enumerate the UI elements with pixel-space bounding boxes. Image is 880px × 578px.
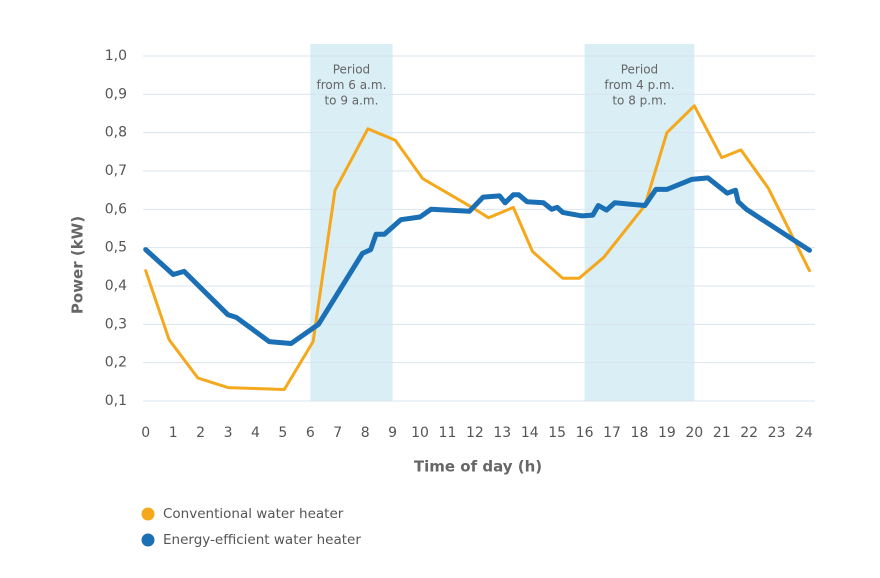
x-tick-label: 0 (141, 425, 150, 441)
x-tick-label: 10 (411, 425, 429, 441)
x-tick-label: 2 (196, 425, 205, 441)
legend-swatch (141, 533, 155, 547)
x-tick-label: 20 (685, 425, 703, 441)
period-note: Period (333, 63, 370, 77)
x-tick-label: 19 (658, 425, 676, 441)
x-tick-label: 24 (795, 425, 813, 441)
x-tick-label: 23 (768, 425, 786, 441)
period-note: from 4 p.m. (604, 78, 674, 92)
shaded-period (584, 44, 695, 401)
period-note: to 9 a.m. (324, 94, 378, 108)
period-note: to 8 p.m. (612, 94, 666, 108)
x-tick-label: 6 (306, 425, 315, 441)
x-tick-label: 21 (713, 425, 731, 441)
x-tick-label: 13 (493, 425, 511, 441)
x-tick-label: 9 (388, 425, 397, 441)
series-line (143, 175, 812, 346)
legend-label: Conventional water heater (163, 506, 344, 522)
shaded-period (310, 44, 393, 401)
period-note: from 6 a.m. (317, 78, 387, 92)
period-note: Period (621, 63, 658, 77)
y-tick-label: 0,2 (105, 355, 127, 371)
x-tick-label: 11 (439, 425, 457, 441)
x-tick-label: 5 (278, 425, 287, 441)
x-tick-label: 14 (521, 425, 539, 441)
y-tick-label: 0,6 (105, 201, 127, 217)
legend-label: Energy-efficient water heater (163, 532, 361, 548)
x-tick-label: 3 (224, 425, 233, 441)
y-tick-label: 1,0 (105, 48, 127, 64)
x-axis-label: Time of day (h) (414, 458, 542, 476)
y-tick-label: 0,4 (105, 278, 127, 294)
x-tick-label: 12 (466, 425, 484, 441)
x-tick-label: 7 (333, 425, 342, 441)
y-tick-label: 0,8 (105, 125, 127, 141)
x-tick-label: 1 (169, 425, 178, 441)
x-tick-label: 16 (576, 425, 594, 441)
x-tick-label: 18 (631, 425, 649, 441)
legend-swatch (141, 507, 155, 521)
y-tick-label: 0,3 (105, 316, 127, 332)
x-tick-label: 4 (251, 425, 260, 441)
x-tick-label: 15 (548, 425, 566, 441)
y-tick-label: 0,7 (105, 163, 127, 179)
y-tick-label: 0,5 (105, 240, 127, 256)
x-tick-label: 8 (361, 425, 370, 441)
y-tick-label: 0,1 (105, 393, 127, 409)
y-tick-label: 0,9 (105, 86, 127, 102)
x-tick-label: 22 (740, 425, 758, 441)
series-line (144, 104, 811, 391)
x-tick-label: 17 (603, 425, 621, 441)
y-axis-label: Power (kW) (69, 216, 87, 314)
